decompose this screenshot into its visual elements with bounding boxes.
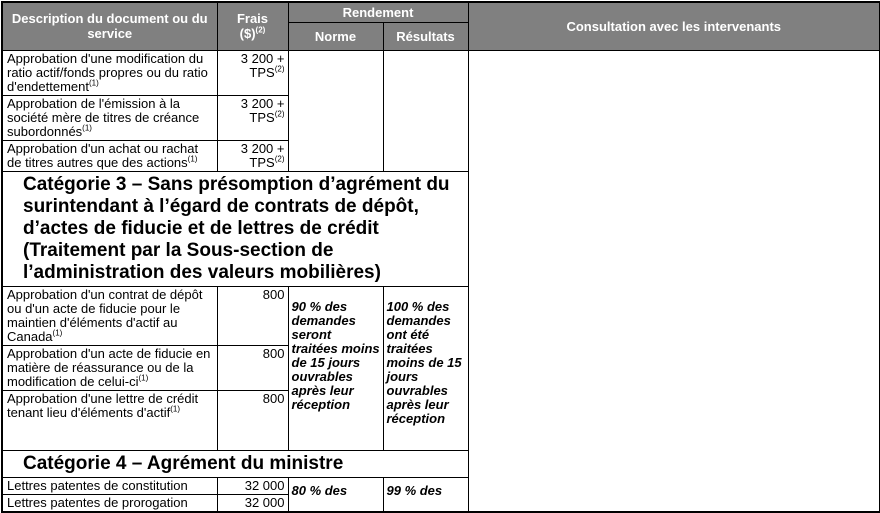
service-description: Approbation d'une lettre de crédit tenan… xyxy=(7,390,199,420)
service-description: Approbation d'une modification du ratio … xyxy=(7,50,208,94)
table-row: Approbation d'un contrat de dépôt ou d'u… xyxy=(1,285,880,451)
norme-value-cell: 80 % des xyxy=(287,476,384,513)
fee-cell: 800 xyxy=(216,285,289,346)
service-description-cell: Approbation d'un contrat de dépôt ou d'u… xyxy=(1,285,218,346)
fee-tax: TPS xyxy=(249,109,275,125)
category-4-heading: Catégorie 4 – Agrément du ministre xyxy=(1,449,469,478)
service-description: Approbation d'un achat ou rachat de titr… xyxy=(7,140,199,170)
fee-cell: 3 200 + TPS(2) xyxy=(216,94,289,141)
column-header-frais: Frais ($)(2) xyxy=(216,1,289,51)
fee-cell: 32 000 xyxy=(216,476,289,495)
service-description: Approbation de l'émission à la société m… xyxy=(7,95,200,139)
column-header-norme: Norme xyxy=(287,21,384,51)
category-3-heading: Catégorie 3 – Sans présomption d’agrémen… xyxy=(1,170,469,287)
fee-cell: 3 200 + TPS(2) xyxy=(216,139,289,172)
consultation-empty-cell xyxy=(467,49,880,513)
column-header-resultats: Résultats xyxy=(382,21,469,51)
footnote-marker: (2) xyxy=(274,154,285,164)
fee-cell: 3 200 + TPS(2) xyxy=(216,49,289,96)
fee-tax: TPS xyxy=(249,154,275,170)
footnote-marker: (2) xyxy=(274,109,285,119)
service-description-cell: Approbation de l'émission à la société m… xyxy=(1,94,218,141)
footnote-marker: (1) xyxy=(52,328,63,338)
service-description: Approbation d'un contrat de dépôt ou d'u… xyxy=(7,286,203,344)
resultats-value-cell: 100 % des demandes ont été traitées moin… xyxy=(382,285,469,451)
table-row: Approbation d'un achat ou rachat de titr… xyxy=(1,139,880,172)
footnote-marker: (1) xyxy=(89,78,99,88)
frais-unit: ($) xyxy=(239,26,256,42)
frais-label: Frais xyxy=(236,11,269,27)
table-row: Approbation d'une modification du ratio … xyxy=(1,49,880,513)
fee-amount: 3 200 + xyxy=(240,140,285,156)
norme-value-cell: 90 % des demandes seront traitées moins … xyxy=(287,285,384,451)
column-header-description: Description du document ou du service xyxy=(1,1,218,51)
category-3-row: Catégorie 3 – Sans présomption d’agrémen… xyxy=(1,170,880,287)
service-description-cell: Lettres patentes de prorogation xyxy=(1,493,218,513)
resultats-value-cell: 99 % des xyxy=(382,476,469,513)
header-row-1: Description du document ou du service Fr… xyxy=(1,1,880,51)
fee-cell: 32 000 xyxy=(216,493,289,513)
service-description-cell: Approbation d'une modification du ratio … xyxy=(1,49,218,96)
fee-cell: 800 xyxy=(216,344,289,391)
resultats-empty-cell xyxy=(382,49,469,172)
norme-empty-cell xyxy=(287,49,384,172)
category-4-row: Catégorie 4 – Agrément du ministre xyxy=(1,449,880,478)
footnote-marker: (2) xyxy=(274,64,285,74)
header-row-2: Norme Résultats xyxy=(2,21,880,51)
table-row: Approbation de l'émission à la société m… xyxy=(1,94,880,141)
footnote-marker: (1) xyxy=(187,154,198,164)
footnote-marker: (1) xyxy=(138,373,149,383)
service-description-cell: Approbation d'un achat ou rachat de titr… xyxy=(1,139,218,172)
fee-cell: 800 xyxy=(216,389,289,451)
column-header-consultation: Consultation avec les intervenants xyxy=(467,1,880,51)
service-description-cell: Approbation d'une lettre de crédit tenan… xyxy=(1,389,218,451)
footnote-marker: (1) xyxy=(170,404,181,414)
service-description-cell: Approbation d'un acte de fiducie en mati… xyxy=(1,344,218,391)
service-description-cell: Lettres patentes de constitution xyxy=(1,476,218,495)
fee-amount: 3 200 + xyxy=(240,50,285,66)
fee-amount: 3 200 + xyxy=(240,95,285,111)
table-row: Approbation d'un acte de fiducie en mati… xyxy=(1,344,880,391)
fee-tax: TPS xyxy=(249,64,275,80)
column-header-rendement: Rendement xyxy=(287,1,469,23)
footnote-marker: (1) xyxy=(82,123,92,133)
frais-footnote-marker: (2) xyxy=(255,25,266,35)
service-description: Approbation d'un acte de fiducie en mati… xyxy=(7,345,211,389)
table-row: Approbation d'une lettre de crédit tenan… xyxy=(1,389,880,451)
